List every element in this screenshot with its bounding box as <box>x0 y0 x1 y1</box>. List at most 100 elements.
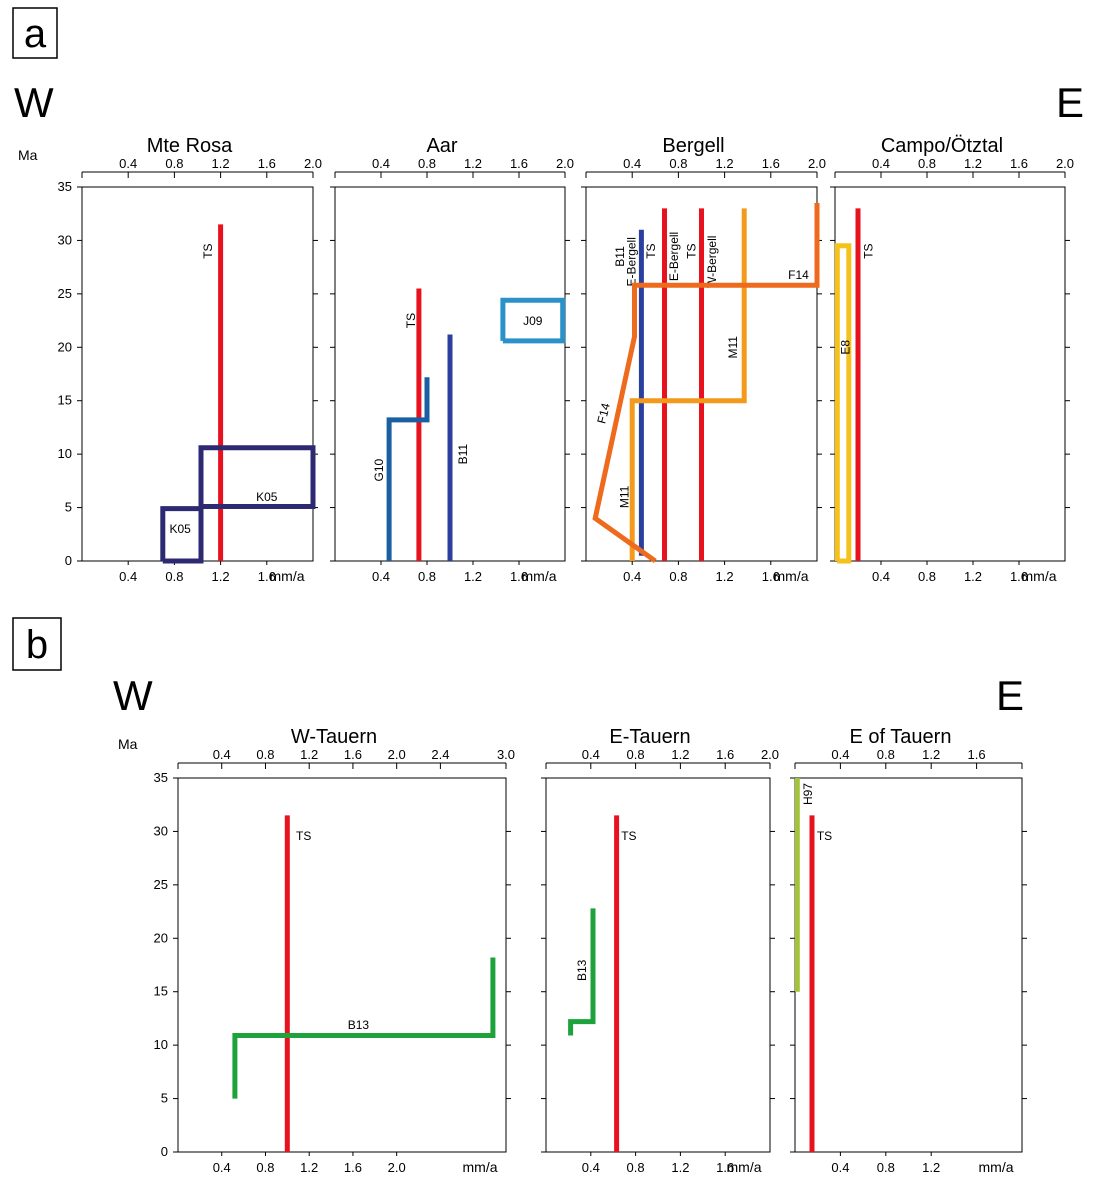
y-tick-label: 0 <box>65 553 72 568</box>
chart-campo-tztal-unit-label: mm/a <box>1022 568 1057 584</box>
chart-e-tauern-series-b13-label: B13 <box>575 959 589 981</box>
y-tick-label: 25 <box>58 286 72 301</box>
chart-aar-series-g10-label: G10 <box>372 459 386 482</box>
chart-w-tauern-frame <box>177 777 507 1153</box>
bottom-tick-label: 2.0 <box>388 1160 406 1175</box>
top-tick-label: 0.4 <box>872 156 890 171</box>
chart-e-of-tauern-series-h97-label: H97 <box>801 783 815 805</box>
top-tick-label: 1.2 <box>464 156 482 171</box>
top-tick-label: 1.2 <box>716 156 734 171</box>
top-tick-label: 2.0 <box>761 747 779 762</box>
chart-mte-rosa-title: Mte Rosa <box>147 135 233 157</box>
panel-b-letter: b <box>26 623 48 667</box>
bottom-tick-label: 0.4 <box>582 1160 600 1175</box>
panel-a-letter-box <box>12 7 58 59</box>
top-tick-label: 0.8 <box>627 747 645 762</box>
top-tick-label: 1.2 <box>964 156 982 171</box>
top-tick-label: 0.8 <box>669 156 687 171</box>
bottom-tick-label: 1.6 <box>762 569 780 584</box>
chart-bergell-title: Bergell <box>662 135 724 157</box>
bottom-tick-label: 0.4 <box>372 569 390 584</box>
bottom-tick-label: 0.8 <box>256 1160 274 1175</box>
chart-mte-rosa-series-k05-line <box>160 506 204 564</box>
y-tick-label: 5 <box>65 500 72 515</box>
chart-bergell-series-f14-line <box>592 203 820 564</box>
bottom-tick-label: 1.2 <box>300 1160 318 1175</box>
chart-mte-rosa-series-k05-label: K05 <box>169 522 191 536</box>
panel-b-west-label: W <box>113 672 153 719</box>
top-tick-label: 1.6 <box>344 747 362 762</box>
y-tick-label: 5 <box>161 1091 168 1106</box>
chart-aar-series-j09-label: J09 <box>523 314 543 328</box>
panel-b-letter-box <box>12 617 62 671</box>
panel-a-west-label: W <box>14 79 54 126</box>
bottom-tick-label: 1.2 <box>671 1160 689 1175</box>
bottom-tick-label: 1.2 <box>922 1160 940 1175</box>
bottom-tick-label: 1.6 <box>344 1160 362 1175</box>
top-tick-label: 0.8 <box>877 747 895 762</box>
top-tick-label: 1.6 <box>716 747 734 762</box>
chart-campo-tztal-frame <box>834 186 1066 562</box>
chart-e-tauern-frame <box>545 777 771 1153</box>
bottom-tick-label: 0.8 <box>669 569 687 584</box>
top-tick-label: 0.8 <box>165 156 183 171</box>
chart-e-of-tauern-series-ts-label: TS <box>817 829 832 843</box>
chart-bergell-series-ts-label: TS <box>644 243 658 258</box>
panel-a-east-label: E <box>1056 79 1084 126</box>
y-tick-label: 0 <box>161 1144 168 1159</box>
top-tick-label: 0.4 <box>623 156 641 171</box>
bottom-tick-label: 1.2 <box>212 569 230 584</box>
chart-bergell-unit-label: mm/a <box>774 568 809 584</box>
chart-w-tauern-series-ts-label: TS <box>296 829 311 843</box>
chart-bergell-series-w-bergell-label: W-Bergell <box>705 236 719 288</box>
top-tick-label: 2.0 <box>304 156 322 171</box>
chart-aar-series-g10-line <box>386 377 430 561</box>
chart-campo-tztal-series-e8-label: E8 <box>839 340 853 355</box>
chart-mte-rosa-series-k05-line <box>198 445 316 509</box>
panel-b-east-label: E <box>996 672 1024 719</box>
top-tick-label: 1.6 <box>762 156 780 171</box>
top-tick-label: 1.2 <box>212 156 230 171</box>
top-tick-label: 2.0 <box>388 747 406 762</box>
chart-e-of-tauern-unit-label: mm/a <box>979 1159 1014 1175</box>
chart-mte-rosa-series-k05-label: K05 <box>256 490 278 504</box>
top-tick-label: 1.2 <box>922 747 940 762</box>
bottom-tick-label: 0.4 <box>872 569 890 584</box>
y-tick-label: 20 <box>58 339 72 354</box>
chart-bergell-series-m11-line <box>629 208 747 561</box>
bottom-tick-label: 0.8 <box>418 569 436 584</box>
chart-e-tauern-unit-label: mm/a <box>727 1159 762 1175</box>
y-tick-label: 30 <box>58 232 72 247</box>
chart-mte-rosa-series-ts-label: TS <box>201 243 215 258</box>
chart-aar-title: Aar <box>426 135 457 157</box>
chart-aar-series-b11-label: B11 <box>456 444 470 465</box>
top-tick-label: 0.4 <box>119 156 137 171</box>
y-tick-label: 10 <box>154 1037 168 1052</box>
chart-bergell-series-e-bergell-label: E-Bergell <box>624 237 638 286</box>
top-tick-label: 0.4 <box>831 747 849 762</box>
chart-w-tauern-series-b13-label: B13 <box>348 1018 370 1032</box>
bottom-tick-label: 0.4 <box>213 1160 231 1175</box>
y-tick-label: 30 <box>154 823 168 838</box>
bottom-tick-label: 1.2 <box>716 569 734 584</box>
top-tick-label: 1.6 <box>968 747 986 762</box>
bottom-tick-label: 1.6 <box>510 569 528 584</box>
chart-w-tauern-title: W-Tauern <box>291 726 377 748</box>
chart-aar-unit-label: mm/a <box>522 568 557 584</box>
top-tick-label: 2.0 <box>556 156 574 171</box>
chart-w-tauern: W-Tauern 0.4 0.8 1.2 1.6 2.0 2.4 3.0 0.4 0.8 1.2 1.… <box>154 726 516 1175</box>
chart-e-tauern-series-b13-line <box>568 908 596 1036</box>
top-tick-label: 1.2 <box>300 747 318 762</box>
chart-campo-tztal-title: Campo/Ötztal <box>881 135 1003 157</box>
bottom-tick-label: 1.2 <box>464 569 482 584</box>
chart-w-tauern-series-b13-line <box>232 957 496 1099</box>
y-tick-label: 35 <box>58 179 72 194</box>
top-tick-label: 1.2 <box>671 747 689 762</box>
y-tick-label: 35 <box>154 770 168 785</box>
chart-aar-series-ts-label: TS <box>404 313 418 328</box>
panel-a-letter: a <box>24 12 47 56</box>
